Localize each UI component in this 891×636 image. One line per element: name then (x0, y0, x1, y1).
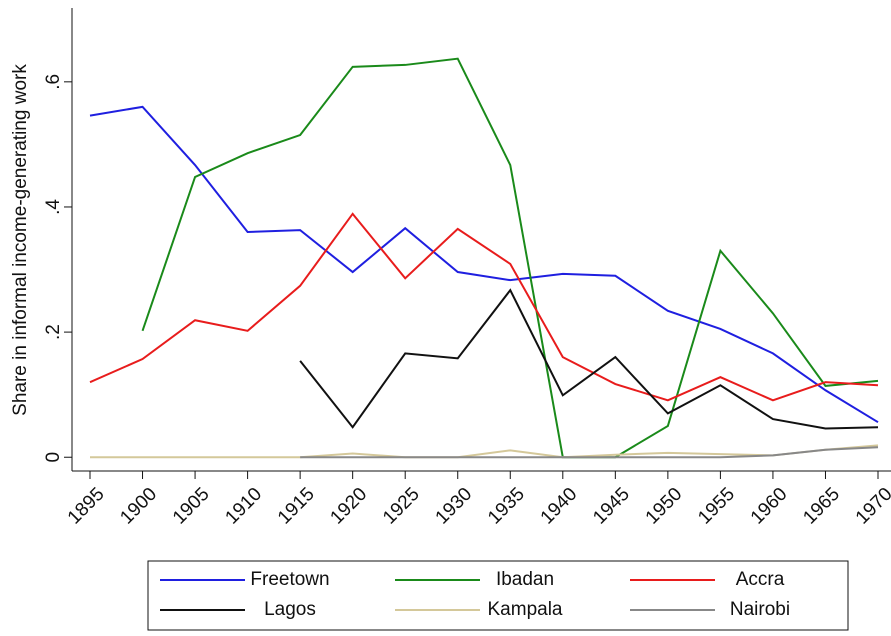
y-tick-label: .2 (43, 324, 64, 340)
y-axis-title: Share in informal income-generating work (10, 64, 31, 416)
legend-label: Ibadan (496, 569, 554, 590)
x-tick-label: 1945 (589, 484, 634, 529)
x-tick-label: 1895 (64, 484, 109, 529)
y-tick-label: .6 (43, 74, 64, 90)
legend-label: Freetown (250, 569, 329, 590)
legend-label: Nairobi (730, 599, 790, 620)
x-tick-label: 1930 (432, 484, 477, 529)
x-tick-label: 1905 (169, 484, 214, 529)
series-line (90, 444, 879, 459)
x-tick-label: 1950 (642, 484, 687, 529)
series-line (89, 212, 879, 402)
legend-label: Lagos (264, 599, 316, 620)
x-tick-label: 1965 (799, 484, 844, 529)
y-tick-label: .4 (43, 199, 64, 215)
legend-label: Kampala (488, 599, 563, 620)
x-tick-label: 1925 (379, 484, 424, 529)
x-tick-label: 1915 (274, 484, 319, 529)
legend-label: Accra (736, 569, 785, 590)
x-tick-label: 1940 (537, 484, 582, 529)
x-tick-label: 1970 (852, 484, 891, 529)
x-tick-label: 1920 (327, 484, 372, 529)
legend-box (147, 560, 849, 631)
x-tick-label: 1910 (221, 484, 266, 529)
x-tick-label: 1955 (694, 484, 739, 529)
series-line (299, 288, 879, 430)
series-line (89, 105, 879, 424)
series-line (300, 446, 879, 459)
y-tick-label: 0 (43, 452, 64, 463)
x-tick-label: 1900 (116, 484, 161, 529)
x-tick-label: 1935 (484, 484, 529, 529)
series-line (141, 57, 879, 459)
x-tick-label: 1960 (747, 484, 792, 529)
